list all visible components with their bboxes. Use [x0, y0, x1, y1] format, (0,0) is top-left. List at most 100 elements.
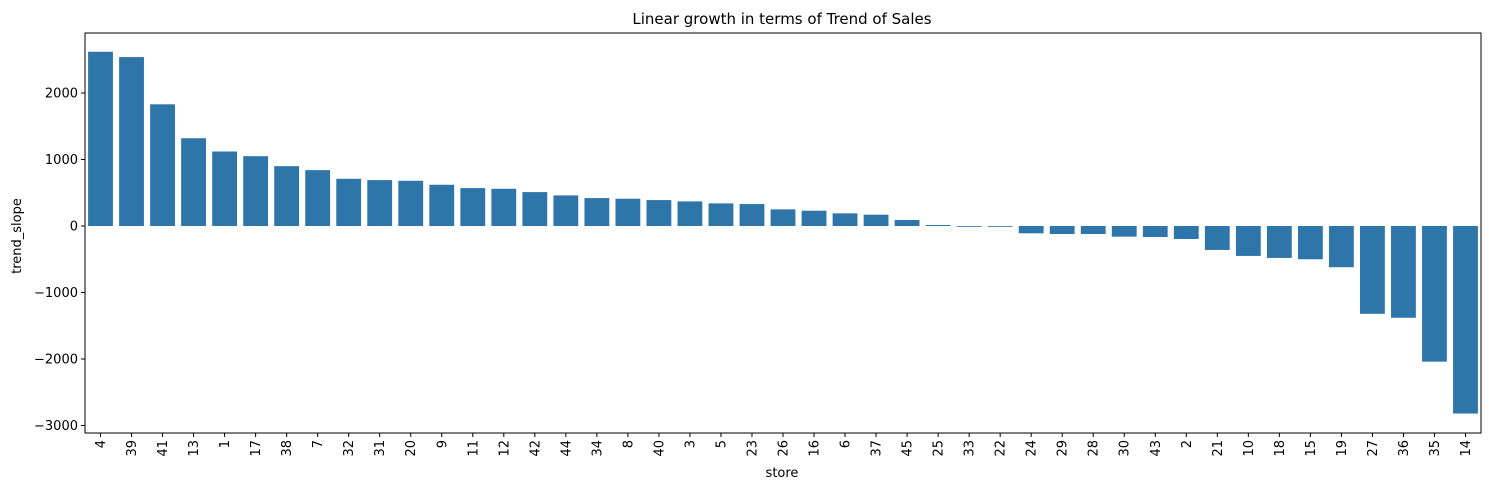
bar-store-5 — [708, 203, 734, 226]
bar-store-4 — [88, 51, 113, 226]
bar-store-32 — [336, 178, 362, 226]
y-tick-label: 1000 — [45, 153, 78, 168]
x-tick-label: 32 — [342, 440, 357, 457]
x-tick-label: 19 — [1335, 440, 1350, 457]
bar-store-9 — [429, 184, 455, 226]
bar-store-29 — [1049, 226, 1075, 234]
x-tick-label: 1 — [218, 440, 233, 448]
x-axis-label: store — [766, 466, 799, 481]
bar-store-37 — [863, 214, 889, 226]
x-tick-label: 27 — [1366, 440, 1381, 457]
x-tick-label: 26 — [777, 440, 792, 457]
bar-store-24 — [1018, 226, 1044, 234]
y-axis: −3000 −2000 −1000 0 1000 2000 — [34, 87, 85, 434]
x-tick-label: 34 — [590, 440, 605, 457]
bar-store-18 — [1266, 226, 1292, 258]
x-tick-label: 42 — [528, 440, 543, 457]
x-tick-label: 30 — [1118, 440, 1133, 457]
x-tick-label: 15 — [1304, 440, 1319, 457]
bars-group — [88, 51, 1478, 414]
x-axis: 4 39 41 13 1 17 38 7 32 31 20 9 11 12 42 44 34 8 40 3 5 23 26 1… — [94, 433, 1474, 457]
x-tick-label: 17 — [249, 440, 264, 457]
x-tick-label: 10 — [1242, 440, 1257, 457]
bar-store-35 — [1422, 226, 1447, 362]
bar-store-44 — [553, 195, 579, 226]
x-tick-label: 37 — [870, 440, 885, 457]
x-tick-label: 41 — [156, 440, 171, 457]
x-tick-label: 5 — [714, 440, 729, 448]
x-tick-label: 2 — [1180, 440, 1195, 448]
x-tick-label: 38 — [280, 440, 295, 457]
x-tick-label: 24 — [1025, 440, 1040, 457]
y-tick-label: −2000 — [34, 353, 78, 368]
x-tick-label: 18 — [1273, 440, 1288, 457]
bar-store-14 — [1453, 226, 1478, 414]
x-tick-label: 22 — [994, 440, 1009, 457]
bar-store-31 — [367, 180, 393, 226]
bar-store-25 — [925, 225, 951, 226]
bar-store-23 — [739, 204, 765, 226]
bar-store-10 — [1235, 226, 1261, 256]
x-tick-label: 6 — [839, 440, 854, 448]
bar-store-19 — [1328, 226, 1354, 268]
bar-store-40 — [646, 200, 672, 226]
bar-store-11 — [460, 188, 486, 226]
bar-store-2 — [1173, 226, 1199, 239]
y-tick-label: 2000 — [45, 87, 78, 102]
x-tick-label: 8 — [621, 440, 636, 448]
bar-store-41 — [150, 104, 175, 226]
x-tick-label: 9 — [435, 440, 450, 448]
bar-store-7 — [305, 170, 331, 226]
x-tick-label: 3 — [683, 440, 698, 448]
x-tick-label: 13 — [187, 440, 202, 457]
x-tick-label: 31 — [373, 440, 388, 457]
bar-store-28 — [1080, 226, 1106, 234]
x-tick-label: 36 — [1397, 440, 1412, 457]
bar-store-38 — [274, 166, 300, 226]
x-tick-label: 25 — [932, 440, 947, 457]
bar-store-27 — [1360, 226, 1385, 314]
bar-store-45 — [894, 220, 920, 226]
x-tick-label: 28 — [1087, 440, 1102, 457]
x-tick-label: 16 — [808, 440, 823, 457]
y-tick-label: −1000 — [34, 286, 78, 301]
x-tick-label: 12 — [497, 440, 512, 457]
bar-store-21 — [1204, 226, 1230, 250]
bar-store-12 — [491, 188, 517, 226]
x-tick-label: 45 — [901, 440, 916, 457]
chart-title: Linear growth in terms of Trend of Sales — [632, 10, 931, 28]
x-tick-label: 23 — [745, 440, 760, 457]
bar-store-15 — [1297, 226, 1323, 260]
x-tick-label: 33 — [963, 440, 978, 457]
y-tick-label: −3000 — [34, 419, 78, 434]
bar-store-42 — [522, 192, 548, 226]
bar-store-26 — [770, 209, 796, 226]
bar-store-22 — [987, 226, 1013, 227]
x-tick-label: 43 — [1149, 440, 1164, 457]
y-tick-label: 0 — [70, 220, 78, 235]
bar-store-20 — [398, 180, 424, 226]
x-tick-label: 21 — [1211, 440, 1226, 457]
bar-store-43 — [1142, 226, 1168, 237]
bar-store-36 — [1391, 226, 1416, 318]
bar-store-39 — [119, 57, 144, 227]
x-tick-label: 39 — [125, 440, 140, 457]
bar-store-34 — [584, 198, 610, 226]
bar-store-30 — [1111, 226, 1137, 237]
bar-store-8 — [615, 198, 641, 226]
bar-store-17 — [243, 156, 269, 226]
x-tick-label: 7 — [311, 440, 326, 448]
x-tick-label: 11 — [466, 440, 481, 457]
bar-store-1 — [212, 151, 238, 226]
y-axis-label: trend_slope — [10, 198, 25, 274]
bar-store-13 — [181, 138, 206, 226]
bar-store-6 — [832, 213, 858, 226]
x-tick-label: 40 — [652, 440, 667, 457]
x-tick-label: 35 — [1428, 440, 1443, 457]
x-tick-label: 4 — [94, 440, 109, 448]
bar-store-33 — [956, 226, 982, 227]
bar-store-3 — [677, 201, 703, 226]
bar-store-16 — [801, 210, 827, 226]
x-tick-label: 14 — [1459, 440, 1474, 457]
